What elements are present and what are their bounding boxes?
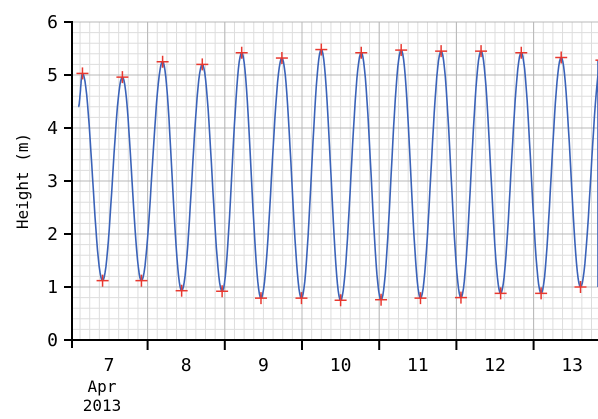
extremum-marker — [116, 71, 129, 84]
extremum-marker — [355, 46, 368, 59]
y-tick-label: 2 — [47, 224, 58, 245]
tide-height-line — [77, 48, 598, 302]
extremum-marker — [494, 287, 507, 300]
x-tick-label: 7 — [104, 355, 115, 376]
y-tick-label: 3 — [47, 171, 58, 192]
extremum-marker — [454, 291, 467, 304]
axes — [64, 21, 598, 350]
marker-layer — [76, 43, 598, 307]
x-tick-label: 11 — [407, 355, 429, 376]
extremum-marker — [315, 43, 328, 56]
y-tick-label: 6 — [47, 12, 58, 33]
y-tick-labels: 0 1 2 3 4 5 6 — [47, 12, 58, 351]
x-tick-label: 13 — [561, 355, 583, 376]
extremum-marker — [156, 55, 169, 68]
x-year-label: 2013 — [83, 396, 122, 415]
extremum-marker — [535, 287, 548, 300]
x-tick-label: 9 — [258, 355, 269, 376]
extremum-marker — [395, 44, 408, 57]
x-tick-labels: 7 8 9 10 11 12 13 — [104, 355, 583, 376]
x-tick-label: 10 — [330, 355, 352, 376]
extremum-marker — [475, 45, 488, 58]
y-tick-label: 4 — [47, 118, 58, 139]
x-month-label: Apr — [88, 377, 117, 396]
x-tick-label: 8 — [181, 355, 192, 376]
extremum-marker — [295, 292, 308, 305]
extremum-marker — [76, 67, 89, 80]
extremum-marker — [135, 274, 148, 287]
extremum-marker — [96, 274, 109, 287]
extremum-marker — [595, 59, 598, 61]
y-tick-label: 1 — [47, 277, 58, 298]
extremum-marker — [235, 46, 248, 59]
extremum-marker — [574, 281, 587, 293]
y-tick-label: 5 — [47, 65, 58, 86]
series-layer — [77, 48, 598, 302]
y-axis-label: Height (m) — [13, 133, 32, 229]
extremum-marker — [435, 45, 448, 58]
extremum-marker — [216, 285, 229, 298]
extremum-marker — [175, 284, 188, 297]
y-tick-label: 0 — [47, 330, 58, 351]
extremum-marker — [414, 292, 427, 305]
extremum-marker — [375, 293, 388, 306]
extremum-marker — [555, 51, 568, 64]
extremum-marker — [275, 52, 288, 65]
extremum-marker — [334, 294, 347, 307]
extremum-marker — [254, 292, 267, 305]
extremum-marker — [515, 46, 528, 59]
extremum-marker — [196, 58, 209, 71]
x-tick-label: 12 — [484, 355, 506, 376]
